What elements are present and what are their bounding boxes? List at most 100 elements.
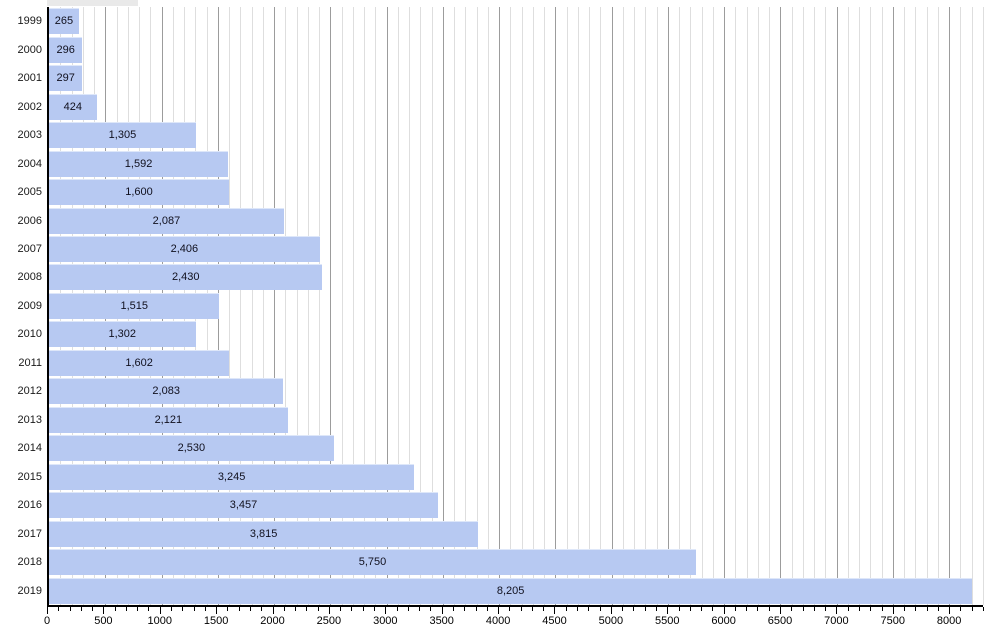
minor-gridline (645, 7, 647, 605)
y-axis-category-label: 2015 (17, 470, 42, 483)
bar: 3,815 (49, 520, 479, 547)
x-axis-major-tick (780, 607, 781, 614)
x-axis-major-tick (328, 607, 330, 614)
gridlines (49, 7, 984, 605)
x-axis-major-tick (441, 607, 443, 614)
top-edge-artifact (47, 0, 138, 6)
bar-row: 2010 1,302 (18, 320, 983, 348)
x-axis-tick-label: 3000 (373, 615, 398, 627)
minor-gridline (487, 7, 489, 605)
x-axis-tick-label: 5000 (598, 615, 624, 627)
minor-gridline (904, 7, 906, 605)
minor-gridline (229, 7, 231, 605)
minor-gridline (296, 7, 298, 605)
minor-gridline (915, 7, 917, 605)
bar: 5,750 (49, 549, 697, 576)
x-axis-minor-tick (689, 607, 691, 611)
minor-gridline (712, 7, 714, 605)
x-axis-major-tick (498, 607, 500, 614)
bar-value-label: 424 (63, 100, 83, 113)
bar-row: 2012 2,083 (18, 377, 983, 405)
major-gridline (667, 7, 669, 605)
bar: 2,530 (49, 435, 334, 462)
minor-gridline (262, 7, 264, 605)
minor-gridline (532, 7, 534, 605)
bar-row: 2000 296 (18, 35, 983, 63)
bar: 1,302 (49, 321, 196, 348)
minor-gridline (926, 7, 928, 605)
x-axis-minor-tick (565, 607, 567, 611)
x-axis-minor-tick (486, 607, 488, 611)
x-axis-minor-tick (858, 607, 860, 611)
major-gridline (780, 7, 782, 605)
x-axis-tick-label: 5500 (654, 615, 680, 627)
bar: 3,245 (49, 463, 415, 490)
x-axis-minor-tick (870, 607, 872, 611)
minor-gridline (454, 7, 456, 605)
minor-gridline (791, 7, 793, 605)
x-axis-major-tick (610, 607, 612, 614)
minor-gridline (566, 7, 568, 605)
bar: 1,600 (49, 179, 230, 206)
x-axis-minor-tick (69, 607, 71, 611)
minor-gridline (825, 7, 827, 605)
bar-value-label: 2,530 (177, 442, 206, 455)
y-axis-category-label: 2016 (17, 499, 42, 512)
x-axis: 0 500 1000 1500 2000 2500 3000 3500 4000 4500 5000… (44, 607, 1000, 630)
y-axis-category-label: 2009 (17, 299, 42, 312)
bar: 1,592 (49, 150, 229, 177)
x-axis-minor-tick (374, 607, 376, 611)
major-gridline (330, 7, 332, 605)
bar-row: 2004 1,592 (18, 149, 983, 177)
minor-gridline (577, 7, 579, 605)
major-gridline (274, 7, 276, 605)
x-axis-minor-tick (746, 607, 748, 611)
minor-gridline (656, 7, 658, 605)
y-axis-category-label: 2017 (17, 527, 42, 540)
y-axis-category-label: 2001 (17, 72, 42, 85)
x-axis-minor-tick (306, 607, 308, 611)
bar-row: 2005 1,600 (18, 178, 983, 206)
bar: 3,457 (49, 492, 439, 519)
x-axis-minor-tick (509, 607, 511, 611)
bar-row: 2014 2,530 (18, 434, 983, 462)
x-axis-minor-tick (396, 607, 398, 611)
bar: 296 (49, 36, 83, 63)
minor-gridline (476, 7, 478, 605)
x-axis-minor-tick (407, 607, 409, 611)
x-axis-tick-label: 2000 (260, 615, 285, 627)
bar: 424 (49, 93, 97, 120)
minor-gridline (701, 7, 703, 605)
bar-value-label: 1,302 (108, 328, 137, 341)
minor-gridline (622, 7, 624, 605)
x-axis-minor-tick (295, 607, 297, 611)
bar-value-label: 1,602 (125, 356, 153, 369)
major-gridline (949, 7, 951, 605)
minor-gridline (971, 7, 973, 605)
minor-gridline (881, 7, 883, 605)
minor-gridline (847, 7, 849, 605)
x-axis-minor-tick (904, 607, 906, 611)
x-axis-major-tick (159, 607, 161, 614)
x-axis-tick-label: 2500 (316, 615, 342, 627)
major-gridline (499, 7, 501, 605)
bar-rows: 1999 265 2000 296 2001 297 2002 424 2003 1,305 200… (18, 7, 983, 605)
bar-row: 2009 1,515 (18, 292, 983, 320)
x-axis-minor-tick (204, 607, 206, 611)
bar-value-label: 8,205 (496, 584, 525, 597)
x-axis-minor-tick (701, 607, 703, 611)
plot-area: 1999 265 2000 296 2001 297 2002 424 2003 1,305 200… (18, 7, 984, 607)
bar-row: 2011 1,602 (18, 349, 983, 377)
x-axis-minor-tick (926, 607, 928, 611)
x-axis-minor-tick (171, 607, 173, 611)
y-axis-category-label: 2007 (17, 242, 42, 255)
minor-gridline (420, 7, 422, 605)
minor-gridline (510, 7, 512, 605)
x-axis-major-tick (385, 607, 387, 614)
bar-value-label: 1,515 (120, 299, 148, 312)
x-axis-minor-tick (148, 607, 150, 611)
x-axis-minor-tick (802, 607, 804, 611)
x-axis-minor-tick (531, 607, 533, 611)
bar-value-label: 3,245 (217, 470, 246, 483)
bar-value-label: 5,750 (358, 556, 387, 569)
